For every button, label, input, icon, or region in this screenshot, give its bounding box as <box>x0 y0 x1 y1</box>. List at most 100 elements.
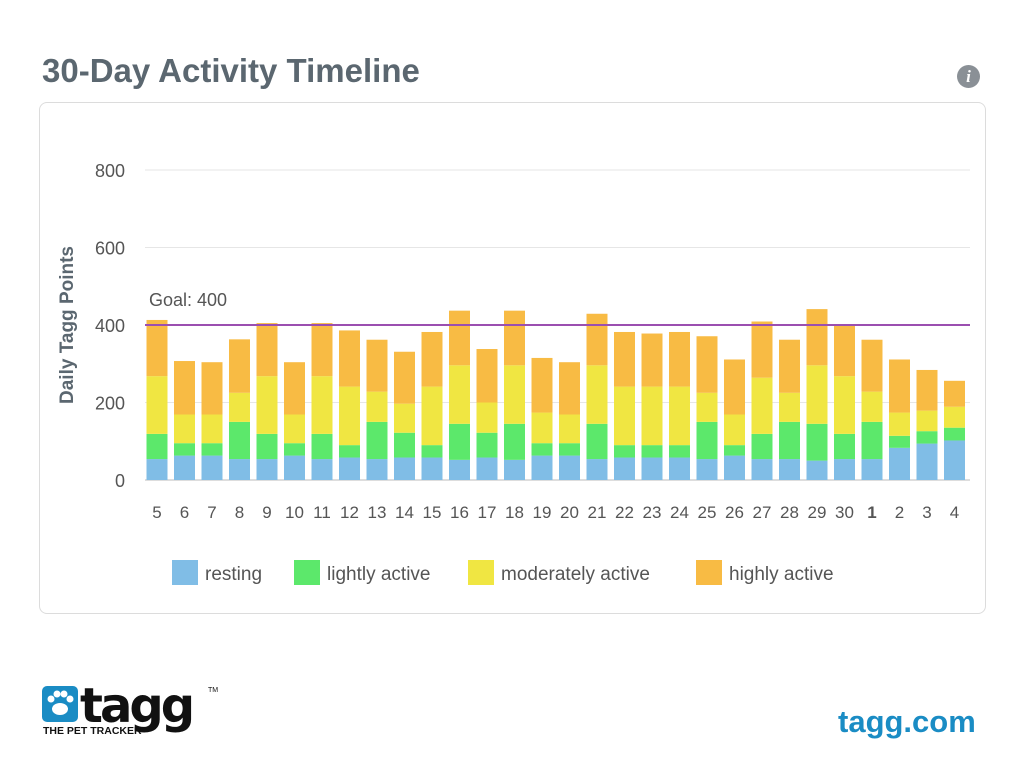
bar-segment-lightly-active <box>284 443 305 456</box>
x-tick-label: 6 <box>180 503 189 522</box>
bar-segment-moderately-active <box>559 414 580 444</box>
bar-segment-resting <box>779 459 800 480</box>
bar-segment-highly-active <box>724 359 745 415</box>
bar-segment-highly-active <box>834 324 855 377</box>
bar-segment-lightly-active <box>366 421 388 460</box>
bar-segment-moderately-active <box>751 377 773 434</box>
bar-segment-resting <box>174 455 195 480</box>
bar-segment-lightly-active <box>339 445 360 458</box>
bar-segment-lightly-active <box>476 432 498 458</box>
bar-segment-highly-active <box>284 362 305 415</box>
bar-segment-resting <box>366 459 388 480</box>
bar-segment-lightly-active <box>394 432 415 458</box>
x-tick-label: 8 <box>235 503 244 522</box>
bar-segment-lightly-active <box>806 423 828 461</box>
bar-segment-moderately-active <box>394 403 415 433</box>
bar-segment-moderately-active <box>366 391 388 422</box>
bar-segment-resting <box>614 457 635 480</box>
x-tick-label: 12 <box>340 503 359 522</box>
svg-text:THE PET TRACKER: THE PET TRACKER <box>43 725 142 737</box>
bar-segment-highly-active <box>586 313 608 366</box>
bar-segment-resting <box>229 459 250 480</box>
legend-label: resting <box>205 564 262 585</box>
bar-segment-moderately-active <box>586 365 608 424</box>
tagg-logo: tagg TM THE PET TRACKER <box>42 678 222 745</box>
bar-segment-resting <box>751 459 773 480</box>
x-tick-label: 29 <box>808 503 827 522</box>
x-tick-label: 21 <box>588 503 607 522</box>
bar-segment-highly-active <box>889 359 910 413</box>
svg-text:TM: TM <box>208 687 218 694</box>
bar-segment-resting <box>531 455 553 480</box>
x-tick-label: 3 <box>922 503 931 522</box>
site-link[interactable]: tagg.com <box>838 704 976 739</box>
x-tick-label: 4 <box>950 503 959 522</box>
bar-segment-highly-active <box>476 349 498 403</box>
y-tick-label: 0 <box>115 471 125 491</box>
bar-segment-highly-active <box>916 369 938 411</box>
info-icon[interactable]: i <box>957 65 980 88</box>
x-tick-label: 19 <box>533 503 552 522</box>
bar-segment-moderately-active <box>531 412 553 444</box>
bar-segment-lightly-active <box>641 445 663 458</box>
x-tick-label: 14 <box>395 503 414 522</box>
bar-segment-moderately-active <box>146 376 168 434</box>
bar-segment-highly-active <box>806 309 828 366</box>
bar-segment-resting <box>669 457 690 480</box>
bar-segment-moderately-active <box>256 376 278 434</box>
x-tick-label: 9 <box>262 503 271 522</box>
x-tick-label: 10 <box>285 503 304 522</box>
legend-label: lightly active <box>327 564 431 585</box>
bar-segment-resting <box>889 447 910 480</box>
bar-segment-lightly-active <box>449 423 470 460</box>
bar-segment-lightly-active <box>696 421 718 460</box>
bar-segment-highly-active <box>311 323 333 377</box>
x-tick-label: 15 <box>423 503 442 522</box>
chart-panel <box>39 102 986 614</box>
legend-label: moderately active <box>501 564 650 585</box>
bar-segment-moderately-active <box>944 406 965 428</box>
bar-segment-moderately-active <box>916 410 938 432</box>
bar-segment-resting <box>724 455 745 480</box>
x-tick-label: 20 <box>560 503 579 522</box>
bar-segment-highly-active <box>531 357 553 413</box>
x-tick-label: 22 <box>615 503 634 522</box>
bar-segment-highly-active <box>696 336 718 393</box>
bar-segment-lightly-active <box>779 421 800 460</box>
bar-segment-highly-active <box>449 310 470 366</box>
bar-segment-resting <box>586 459 608 480</box>
bar-segment-resting <box>559 455 580 480</box>
x-tick-label: 17 <box>478 503 497 522</box>
bar-segment-highly-active <box>229 339 250 393</box>
bar-segment-highly-active <box>861 339 883 392</box>
bar-segment-lightly-active <box>559 443 580 456</box>
bar-segment-highly-active <box>779 339 800 393</box>
bar-segment-lightly-active <box>586 423 608 460</box>
bar-segment-resting <box>806 460 828 480</box>
bar-segment-moderately-active <box>201 414 223 444</box>
bar-segment-highly-active <box>751 321 773 378</box>
bar-segment-lightly-active <box>751 433 773 460</box>
bar-segment-highly-active <box>641 333 663 387</box>
legend-swatch <box>294 560 320 585</box>
bar-segment-resting <box>449 459 470 480</box>
page-title: 30-Day Activity Timeline <box>42 52 420 89</box>
bar-segment-resting <box>339 457 360 480</box>
x-tick-label: 23 <box>643 503 662 522</box>
bar-segment-resting <box>394 457 415 480</box>
legend-label: highly active <box>729 564 834 585</box>
bar-segment-moderately-active <box>861 391 883 422</box>
y-tick-label: 800 <box>95 161 125 181</box>
bar-segment-moderately-active <box>889 412 910 436</box>
bar-segment-resting <box>256 459 278 480</box>
bar-segment-resting <box>944 440 965 480</box>
bar-segment-resting <box>834 459 855 480</box>
bar-segment-moderately-active <box>504 365 525 424</box>
bar-segment-highly-active <box>366 339 388 392</box>
x-tick-label: 26 <box>725 503 744 522</box>
x-tick-label: 11 <box>313 503 331 522</box>
bar-segment-lightly-active <box>531 443 553 456</box>
bar-segment-lightly-active <box>889 435 910 448</box>
bar-segment-highly-active <box>201 362 223 415</box>
